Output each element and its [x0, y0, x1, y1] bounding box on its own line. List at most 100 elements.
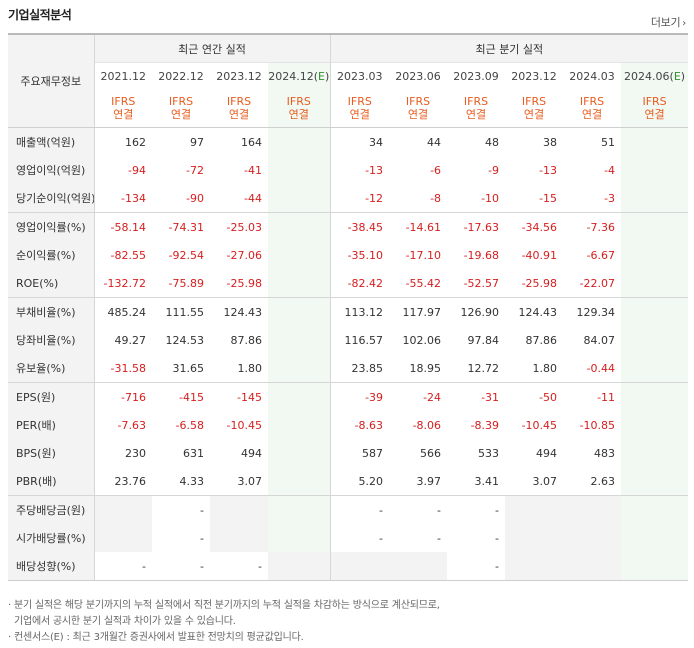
- table-cell: -8.63: [329, 411, 390, 439]
- table-cell: [621, 552, 689, 581]
- table-cell: -10.45: [521, 418, 558, 432]
- financial-table: 주요재무정보 최근 연간 실적 최근 분기 실적 2021.12 2022.12 2…: [8, 33, 689, 581]
- period-header: 2023.12: [210, 62, 268, 89]
- table-cell: [268, 184, 331, 213]
- table-cell: -27.06: [226, 248, 262, 262]
- table-row: 주당배당금(원) - - - -: [8, 495, 689, 524]
- table-cell: 18.95: [409, 361, 442, 375]
- table-cell: -94: [93, 156, 152, 184]
- row-label: 유보율(%): [8, 354, 94, 383]
- table-cell: -24: [389, 382, 448, 411]
- more-link[interactable]: 더보기 ›: [651, 14, 686, 30]
- table-cell: -: [210, 552, 268, 581]
- table-cell: 102.06: [402, 333, 442, 347]
- table-cell: 494: [241, 446, 262, 460]
- table-cell: -82.55: [93, 241, 152, 269]
- table-cell: -415: [152, 382, 210, 411]
- row-label: PBR(배): [8, 467, 94, 496]
- table-cell: 631: [183, 446, 204, 460]
- table-cell: [621, 156, 689, 184]
- estimate-marker: E: [318, 69, 325, 83]
- table-cell: -145: [210, 382, 268, 411]
- row-label: 영업이익(억원): [8, 156, 94, 184]
- table-row: 영업이익률(%) -58.14 -74.31 -25.03 -38.45 -14.61 -1…: [8, 212, 689, 241]
- table-cell: -10.85: [579, 418, 616, 432]
- table-row: EPS(원) -716 -415 -145 -39 -24 -31 -50 -11: [8, 382, 689, 411]
- ifrs-label: IFRS 연결: [93, 89, 152, 128]
- table-cell: [268, 382, 331, 411]
- table-cell: -: [447, 495, 506, 524]
- table-cell: 31.65: [172, 361, 205, 375]
- table-cell: 84.07: [583, 333, 616, 347]
- table-cell: -55.42: [405, 276, 442, 290]
- table-cell: [621, 297, 689, 326]
- period-header: 2023.12: [505, 62, 564, 89]
- table-cell: [210, 495, 268, 524]
- table-cell: -: [152, 495, 210, 524]
- table-cell: 587: [329, 439, 390, 467]
- table-cell: -17.63: [447, 212, 506, 241]
- table-cell: [93, 524, 152, 552]
- table-cell: -13: [329, 156, 390, 184]
- table-cell: 566: [420, 446, 442, 460]
- ifrs-top: IFRS: [579, 95, 605, 108]
- table-cell: 124.43: [210, 297, 268, 326]
- table-cell: -31: [447, 382, 506, 411]
- table-cell: -38.45: [329, 212, 390, 241]
- row-label: 순이익률(%): [8, 241, 94, 269]
- ifrs-top: IFRS: [405, 95, 431, 108]
- table-cell: [268, 326, 331, 354]
- row-label: BPS(원): [8, 439, 94, 467]
- ifrs-bottom: 연결: [644, 108, 665, 121]
- row-label: EPS(원): [8, 382, 94, 411]
- table-cell: [210, 524, 268, 552]
- table-cell: [268, 411, 331, 439]
- ifrs-bottom: 연결: [407, 108, 429, 121]
- table-cell: -7.63: [93, 411, 152, 439]
- table-cell: [268, 552, 331, 581]
- table-cell: -10.45: [226, 418, 262, 432]
- ifrs-bottom: 연결: [113, 108, 134, 121]
- table-cell: 49.27: [93, 326, 152, 354]
- row-label: ROE(%): [8, 269, 94, 298]
- table-cell: [621, 326, 689, 354]
- table-cell: 1.80: [532, 361, 558, 375]
- table-row: 순이익률(%) -82.55 -92.54 -27.06 -35.10 -17.10 -19…: [8, 241, 689, 269]
- section-title: 기업실적분석: [8, 8, 72, 22]
- period-header: 2021.12: [93, 62, 152, 89]
- table-cell: 129.34: [563, 297, 622, 326]
- table-cell: -12: [329, 184, 390, 213]
- table-cell: 51: [563, 127, 622, 156]
- table-cell: 44: [389, 127, 448, 156]
- table-cell: -74.31: [152, 212, 210, 241]
- table-cell: -35.10: [329, 241, 390, 269]
- period-header: 2023.03: [329, 62, 390, 89]
- table-cell: -82.42: [329, 269, 390, 298]
- table-cell: -: [152, 552, 210, 581]
- table-cell: 34: [329, 127, 390, 156]
- ifrs-top: IFRS: [226, 95, 252, 108]
- table-cell: -25.98: [521, 276, 558, 290]
- chevron-right-icon: ›: [682, 18, 686, 29]
- table-cell: 1.80: [237, 361, 263, 375]
- table-cell: [563, 524, 622, 552]
- row-label: 당기순이익(억원): [8, 184, 94, 213]
- table-cell: 485.24: [93, 297, 152, 326]
- table-cell: 2.63: [590, 474, 616, 488]
- table-row: 배당성향(%) - - - -: [8, 552, 689, 581]
- ifrs-label: IFRS 연결: [389, 89, 448, 128]
- table-cell: 117.97: [389, 297, 448, 326]
- table-cell: -25.03: [210, 212, 268, 241]
- table-row: 부채비율(%) 485.24 111.55 124.43 113.12 117.97 126…: [8, 297, 689, 326]
- table-row: BPS(원) 230 631 494 587 566 533 494 483: [8, 439, 689, 467]
- footnote-2: 기업에서 공시한 분기 실적과 차이가 있을 수 있습니다.: [8, 616, 236, 627]
- table-cell: -34.56: [505, 212, 564, 241]
- table-cell: -7.36: [563, 212, 622, 241]
- table-cell: -3: [604, 191, 616, 205]
- footnote-3: · 컨센서스(E) : 최근 3개월간 증권사에서 발표한 전망치의 평균값입니…: [8, 632, 304, 643]
- table-cell: [268, 467, 331, 496]
- ifrs-top: IFRS: [521, 95, 547, 108]
- table-cell: [329, 552, 390, 581]
- table-cell: -31.58: [93, 354, 152, 383]
